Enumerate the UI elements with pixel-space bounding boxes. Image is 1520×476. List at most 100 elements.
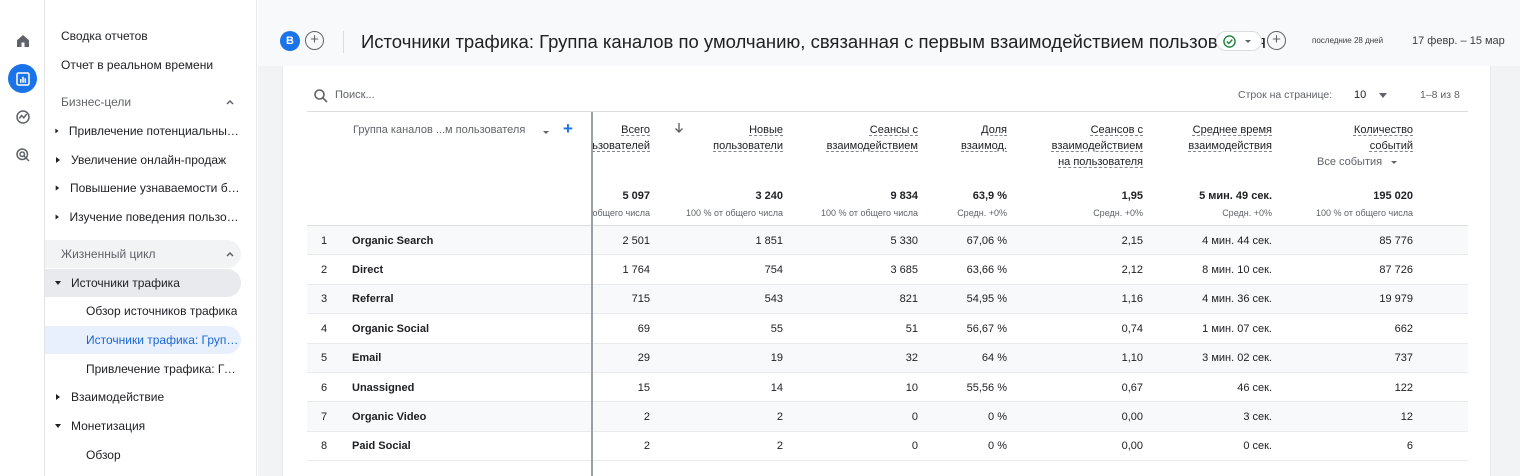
table-row[interactable]: 5 Email 29 19 32 64 % 1,10 3 мин. 02 сек. 737	[307, 343, 1468, 373]
column-header[interactable]: Доля взаимод.	[961, 122, 1007, 154]
metric-cell: 122	[1394, 381, 1413, 394]
metric-cell: 2	[776, 411, 783, 424]
nav-section-lifecycle[interactable]: Жизненный цикл	[45, 240, 241, 268]
date-preset[interactable]: последние 28 дней	[1312, 36, 1384, 45]
add-comparison-button[interactable]: +	[305, 31, 324, 50]
caret-down-icon	[1245, 40, 1251, 43]
table-row[interactable]: 2 Direct 1 764 754 3 685 63,66 % 2,12 8 мин. 10…	[307, 255, 1468, 285]
column-header[interactable]: Всего ьзователей	[592, 122, 650, 154]
column-header[interactable]: Новые пользователи	[713, 122, 783, 154]
metric-cell: 2	[643, 440, 650, 453]
rows-per-page-select[interactable]: 10	[1354, 89, 1367, 101]
caret-right-icon	[56, 394, 60, 400]
metric-cell: 8 мин. 10 сек.	[1202, 264, 1272, 277]
column-header-line: Сеансов с	[1090, 124, 1143, 136]
nav-reports-snapshot[interactable]: Сводка отчетов	[61, 29, 148, 43]
column-header-line: взаимодействием	[826, 140, 918, 152]
column-header[interactable]: Сеансы с взаимодействием	[827, 122, 918, 154]
metric-cell: 0,74	[1121, 322, 1143, 335]
caret-right-icon	[55, 214, 59, 220]
column-total-subtitle: 100 % от общего числа	[686, 208, 783, 218]
column-total-subtitle: 100 % от общего числа	[821, 208, 918, 218]
caret-down-icon[interactable]	[541, 127, 551, 137]
metric-cell: 0,00	[1121, 440, 1143, 453]
nav-item-acquisition-overview[interactable]: Обзор источников трафика	[86, 304, 238, 318]
channel-name[interactable]: Organic Search	[352, 234, 434, 247]
nav-item-brand[interactable]: Повышение узнаваемости бренда	[45, 174, 241, 202]
metric-cell: 2,12	[1121, 264, 1143, 277]
add-dimension-button[interactable]: +	[563, 119, 573, 138]
table-row[interactable]: 4 Organic Social 69 55 51 56,67 % 0,74 1 мин. 0…	[307, 314, 1468, 344]
channel-name[interactable]: Paid Social	[352, 440, 411, 453]
metric-cell: 54,95 %	[966, 293, 1007, 306]
nav-item-leads[interactable]: Привлечение потенциальных клиентов	[45, 117, 241, 145]
add-button[interactable]: +	[1267, 31, 1286, 50]
nav-item-behavior[interactable]: Изучение поведения пользователей	[45, 203, 241, 231]
table-row[interactable]: 6 Unassigned 15 14 10 55,56 % 0,67 46 сек. 122	[307, 373, 1468, 403]
column-header-line: событий	[1369, 140, 1413, 152]
metric-cell: 64 %	[981, 352, 1007, 365]
comparison-avatar[interactable]: B	[280, 31, 300, 51]
channel-name[interactable]: Email	[352, 352, 382, 365]
metric-cell: 2,15	[1121, 234, 1143, 247]
reports-icon[interactable]	[8, 64, 37, 93]
caret-down-icon	[55, 281, 61, 285]
metric-cell: 4 мин. 44 сек.	[1202, 234, 1272, 247]
table-row[interactable]: 8 Paid Social 2 2 0 0 % 0,00 0 сек. 6	[307, 432, 1468, 462]
column-header[interactable]: Сеансов с взаимодействием на пользователя	[1052, 122, 1143, 170]
table-row[interactable]: 3 Referral 715 543 821 54,95 % 1,16 4 мин. 36 с…	[307, 284, 1468, 315]
metric-cell: 0	[911, 440, 918, 453]
nav-item-user-acquisition[interactable]: Источники трафика: Группа каналов	[45, 326, 241, 354]
column-header[interactable]: Количество событий	[1354, 122, 1413, 154]
metric-cell: 0 %	[988, 411, 1007, 424]
event-filter-select[interactable]: Все события	[1317, 156, 1399, 168]
data-table: Группа каналов ...м пользователя + Все с…	[307, 112, 1468, 476]
column-header-line: Новые	[749, 124, 783, 136]
nav-section-business-goals[interactable]: Бизнес-цели	[45, 88, 241, 116]
metric-cell: 87 726	[1379, 264, 1413, 277]
page-title: Источники трафика: Группа каналов по умо…	[361, 31, 1267, 52]
rows-per-page-label: Строк на странице:	[1238, 89, 1333, 101]
column-header-line: взаимодействием	[1051, 140, 1143, 152]
channel-name[interactable]: Referral	[352, 293, 394, 306]
report-header: B + Источники трафика: Группа каналов по…	[258, 0, 1520, 66]
nav-realtime[interactable]: Отчет в реальном времени	[61, 58, 214, 72]
metric-cell: 15	[637, 381, 650, 394]
channel-name[interactable]: Unassigned	[352, 381, 415, 394]
column-header[interactable]: Среднее время взаимодействия	[1188, 122, 1272, 154]
metric-cell: 662	[1394, 322, 1413, 335]
channel-name[interactable]: Organic Social	[352, 322, 430, 335]
column-total: 3 240	[755, 190, 783, 202]
dimension-header[interactable]: Группа каналов ...м пользователя	[353, 124, 526, 136]
advertising-icon[interactable]	[8, 140, 37, 169]
nav-item-engagement[interactable]: Взаимодействие	[45, 383, 241, 411]
channel-name[interactable]: Direct	[352, 264, 384, 277]
nav-item-traffic-acquisition[interactable]: Привлечение трафика: Группа каналов	[86, 362, 241, 376]
caret-down-icon[interactable]	[1379, 93, 1387, 98]
home-icon[interactable]	[8, 26, 37, 55]
nav-item-monetization[interactable]: Монетизация	[45, 412, 241, 440]
metric-cell: 2	[643, 411, 650, 424]
search-input[interactable]: Поиск...	[335, 89, 375, 101]
column-total-subtitle: 100 % от общего числа	[1316, 208, 1413, 218]
metric-cell: 14	[770, 381, 783, 394]
channel-name[interactable]: Organic Video	[352, 411, 427, 424]
row-index: 5	[321, 352, 328, 365]
nav-item-sales[interactable]: Увеличение онлайн-продаж	[45, 146, 241, 174]
metric-cell: 543	[764, 293, 783, 306]
sort-descending-icon[interactable]	[674, 122, 684, 134]
table-toolbar: Поиск... Строк на странице: 10 1–8 из 8	[307, 80, 1468, 112]
data-quality-status[interactable]	[1216, 31, 1262, 51]
nav-item-monetization-overview[interactable]: Обзор	[86, 448, 121, 462]
row-index: 7	[321, 411, 328, 424]
date-range[interactable]: 17 февр. – 15 мар	[1412, 35, 1505, 47]
explore-icon[interactable]	[8, 102, 37, 131]
nav-item-acquisition[interactable]: Источники трафика	[45, 269, 241, 297]
table-row[interactable]: 7 Organic Video 2 2 0 0 % 0,00 3 сек. 12	[307, 402, 1468, 432]
table-row[interactable]: 1 Organic Search 2 501 1 851 5 330 67,06 % 2,1…	[307, 226, 1468, 256]
column-total-subtitle: Средн. +0%	[1222, 208, 1272, 218]
icon-rail	[0, 0, 45, 476]
metric-cell: 2	[776, 440, 783, 453]
metric-cell: 3 мин. 02 сек.	[1202, 352, 1272, 365]
column-total: 1,95	[1121, 190, 1143, 202]
